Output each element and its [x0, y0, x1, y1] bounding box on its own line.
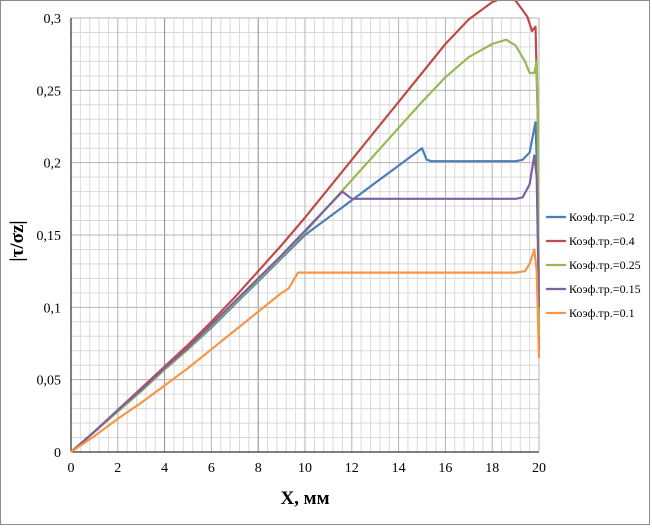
legend-entry-label: Коэф.тр.=0.25 — [569, 258, 641, 272]
x-tick-label: 4 — [161, 461, 168, 476]
legend-entry-label: Коэф.тр.=0.2 — [569, 210, 635, 224]
x-tick-label: 14 — [392, 461, 406, 476]
x-tick-label: 20 — [532, 461, 546, 476]
tick-labels: 0 2 4 6 8 10 12 14 16 18 20 0 0,05 0,1 0,15 0,2 0,25 0,3 — [37, 12, 547, 476]
y-tick-label: 0,1 — [44, 301, 62, 316]
x-tick-label: 0 — [68, 461, 75, 476]
legend-entry-label: Коэф.тр.=0.4 — [569, 234, 635, 248]
y-tick-label: 0 — [54, 446, 61, 461]
legend-entry-label: Коэф.тр.=0.15 — [569, 282, 641, 296]
x-tick-label: 6 — [208, 461, 215, 476]
y-tick-label: 0,05 — [37, 374, 62, 389]
x-tick-label: 10 — [298, 461, 312, 476]
y-axis-title: |τ/σz| — [7, 220, 28, 261]
series-line-3 — [70, 154, 541, 453]
major-gridlines — [71, 17, 539, 452]
y-tick-label: 0,15 — [37, 229, 62, 244]
x-tick-label: 2 — [114, 461, 121, 476]
y-tick-label: 0,3 — [44, 12, 62, 27]
legend: Коэф.тр.=0.2 Коэф.тр.=0.4 Коэф.тр.=0.25 Коэ… — [546, 210, 641, 320]
x-tick-label: 16 — [438, 461, 452, 476]
y-tick-label: 0,2 — [44, 157, 62, 172]
x-tick-label: 12 — [345, 461, 359, 476]
x-tick-label: 8 — [255, 461, 262, 476]
y-tick-label: 0,25 — [37, 84, 62, 99]
series-line-4 — [70, 248, 541, 453]
legend-entry-label: Коэф.тр.=0.1 — [569, 306, 635, 320]
x-tick-label: 18 — [485, 461, 499, 476]
series-lines — [70, 0, 541, 453]
x-axis-title: X, мм — [280, 488, 329, 509]
